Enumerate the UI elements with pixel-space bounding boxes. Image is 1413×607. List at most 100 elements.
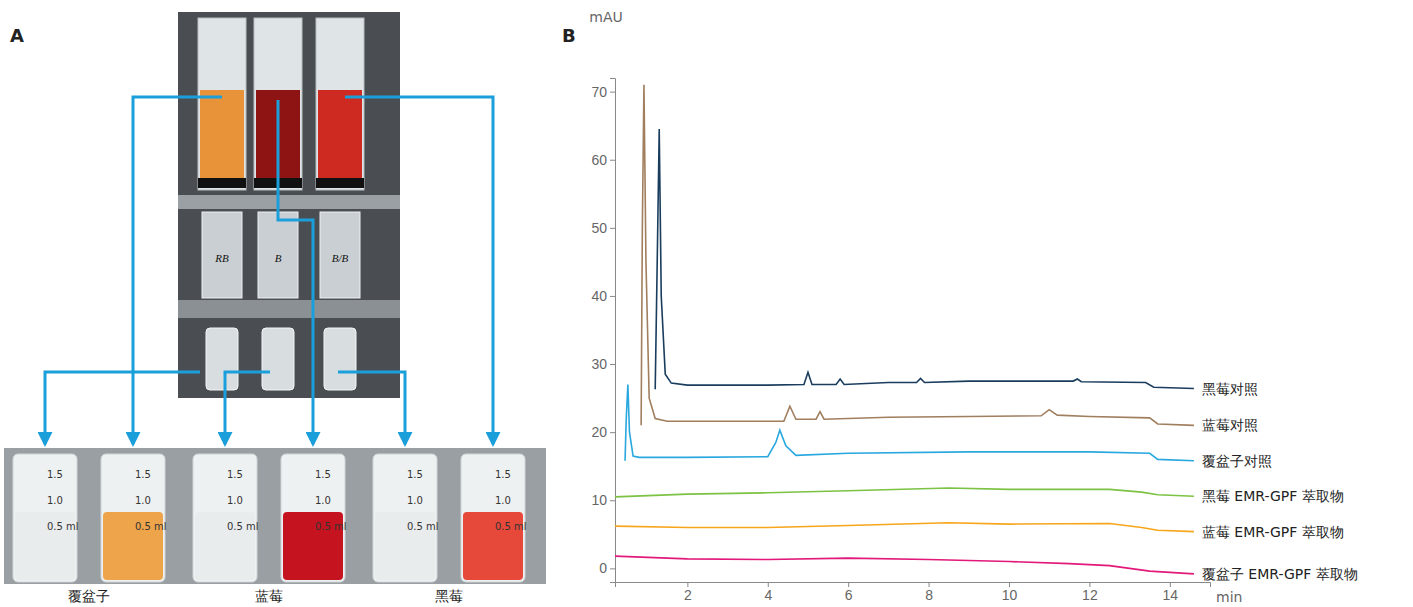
vial-mark: 1.0 [135,495,151,506]
arrow [278,100,313,444]
tube-label: RB [214,252,229,264]
y-tick: 0 [599,560,615,576]
series-label: 黑莓对照 [1202,381,1258,397]
vial-mark: 0.5 ml [135,521,167,532]
vial-mark: 1.5 [47,469,63,480]
arrow [345,97,493,444]
rack [178,300,400,318]
trace [615,523,1194,532]
x-tick: 8 [925,582,933,603]
y-tick-label: 10 [591,492,607,508]
series-label: 覆盆子对照 [1202,453,1272,469]
panel-letter: B [562,25,576,46]
x-axis: 2 4 6 8 10 12 14 [616,582,1211,603]
vial-mark: 1.0 [47,495,63,506]
x-tick-label: 6 [845,587,853,603]
x-axis-title: min [1216,589,1242,605]
x-tick: 10 [1002,582,1018,603]
frit [316,178,364,188]
series-label: 蓝莓对照 [1202,417,1258,433]
y-tick-label: 30 [591,356,607,372]
vial-mark: 1.0 [407,495,423,506]
y-tick-mark [610,296,615,297]
y-tick-mark [610,160,615,161]
y-tick: 60 [591,152,615,168]
vial-mark: 1.5 [135,469,151,480]
vial [193,454,257,582]
y-tick-mark [610,432,615,433]
plot-lines [615,85,1194,574]
cartridge [198,18,246,190]
y-tick-label: 40 [591,288,607,304]
panel-a: ARBBB/B1.51.00.5 ml1.51.00.5 ml1.51.00.5… [4,12,546,604]
y-tick: 70 [591,84,615,100]
y-tick-label: 50 [591,220,607,236]
vial-mark: 1.5 [407,469,423,480]
y-tick: 10 [591,492,615,508]
series-label: 覆盆子 EMR-GPF 萃取物 [1202,566,1358,582]
small-vial [206,328,238,390]
arrow [225,372,270,444]
vial [461,454,525,582]
trace [625,384,1194,460]
photo-background [4,448,546,584]
y-axis: 0 10 20 30 40 50 60 70 [591,79,615,583]
y-tick-label: 20 [591,424,607,440]
x-tick: 2 [684,582,692,603]
fruit-label: 蓝莓 [255,588,283,604]
small-vial [262,328,294,390]
y-tick: 30 [591,356,615,372]
vial-mark: 1.5 [495,469,511,480]
collection-tube [320,212,360,298]
x-tick-label: 10 [1002,587,1018,603]
vial-mark: 0.5 ml [495,521,527,532]
vial [373,454,437,582]
small-vial [324,328,356,390]
y-tick-label: 60 [591,152,607,168]
y-tick-label: 0 [599,560,607,576]
y-axis-title: mAU [589,9,622,25]
trace [615,556,1194,574]
y-axis-line [610,79,616,583]
vial-mark: 0.5 ml [47,521,79,532]
x-tick-label: 4 [764,587,772,603]
series-label: 黑莓 EMR-GPF 萃取物 [1202,488,1344,504]
cartridge-content [318,90,362,178]
y-tick-mark [610,500,615,501]
vial-mark: 0.5 ml [227,521,259,532]
vial-mark: 1.5 [227,469,243,480]
vial-mark: 1.0 [495,495,511,506]
x-tick: 6 [845,582,853,603]
vial-mark: 0.5 ml [315,521,347,532]
trace [615,488,1194,497]
x-tick-label: 12 [1082,587,1098,603]
fruit-label: 覆盆子 [68,588,110,604]
x-tick: 12 [1082,582,1098,603]
vial-mark: 1.5 [315,469,331,480]
rack [178,195,400,209]
x-tick: 14 [1163,582,1179,603]
collection-tube [258,212,298,298]
vial [281,454,345,582]
y-tick-mark [610,364,615,365]
x-tick-label: 14 [1163,587,1179,603]
tube-label: B [275,252,282,264]
x-axis-line [616,583,1211,588]
series-labels: 黑莓对照蓝莓对照覆盆子对照黑莓 EMR-GPF 萃取物蓝莓 EMR-GPF 萃取… [1202,381,1358,582]
y-tick: 20 [591,424,615,440]
y-tick-label: 70 [591,84,607,100]
vial-mark: 1.0 [315,495,331,506]
y-tick-mark [610,92,615,93]
series-label: 蓝莓 EMR-GPF 萃取物 [1202,524,1344,540]
tube-label: B/B [332,252,349,264]
cartridge-content [200,90,244,178]
x-tick-label: 8 [925,587,933,603]
y-tick-mark [610,228,615,229]
cartridge [316,18,364,190]
arrow [133,97,222,444]
y-tick-mark [610,568,615,569]
arrow [45,372,200,444]
vial-mark: 0.5 ml [407,521,439,532]
x-tick-label: 2 [684,587,692,603]
vial [101,454,165,582]
